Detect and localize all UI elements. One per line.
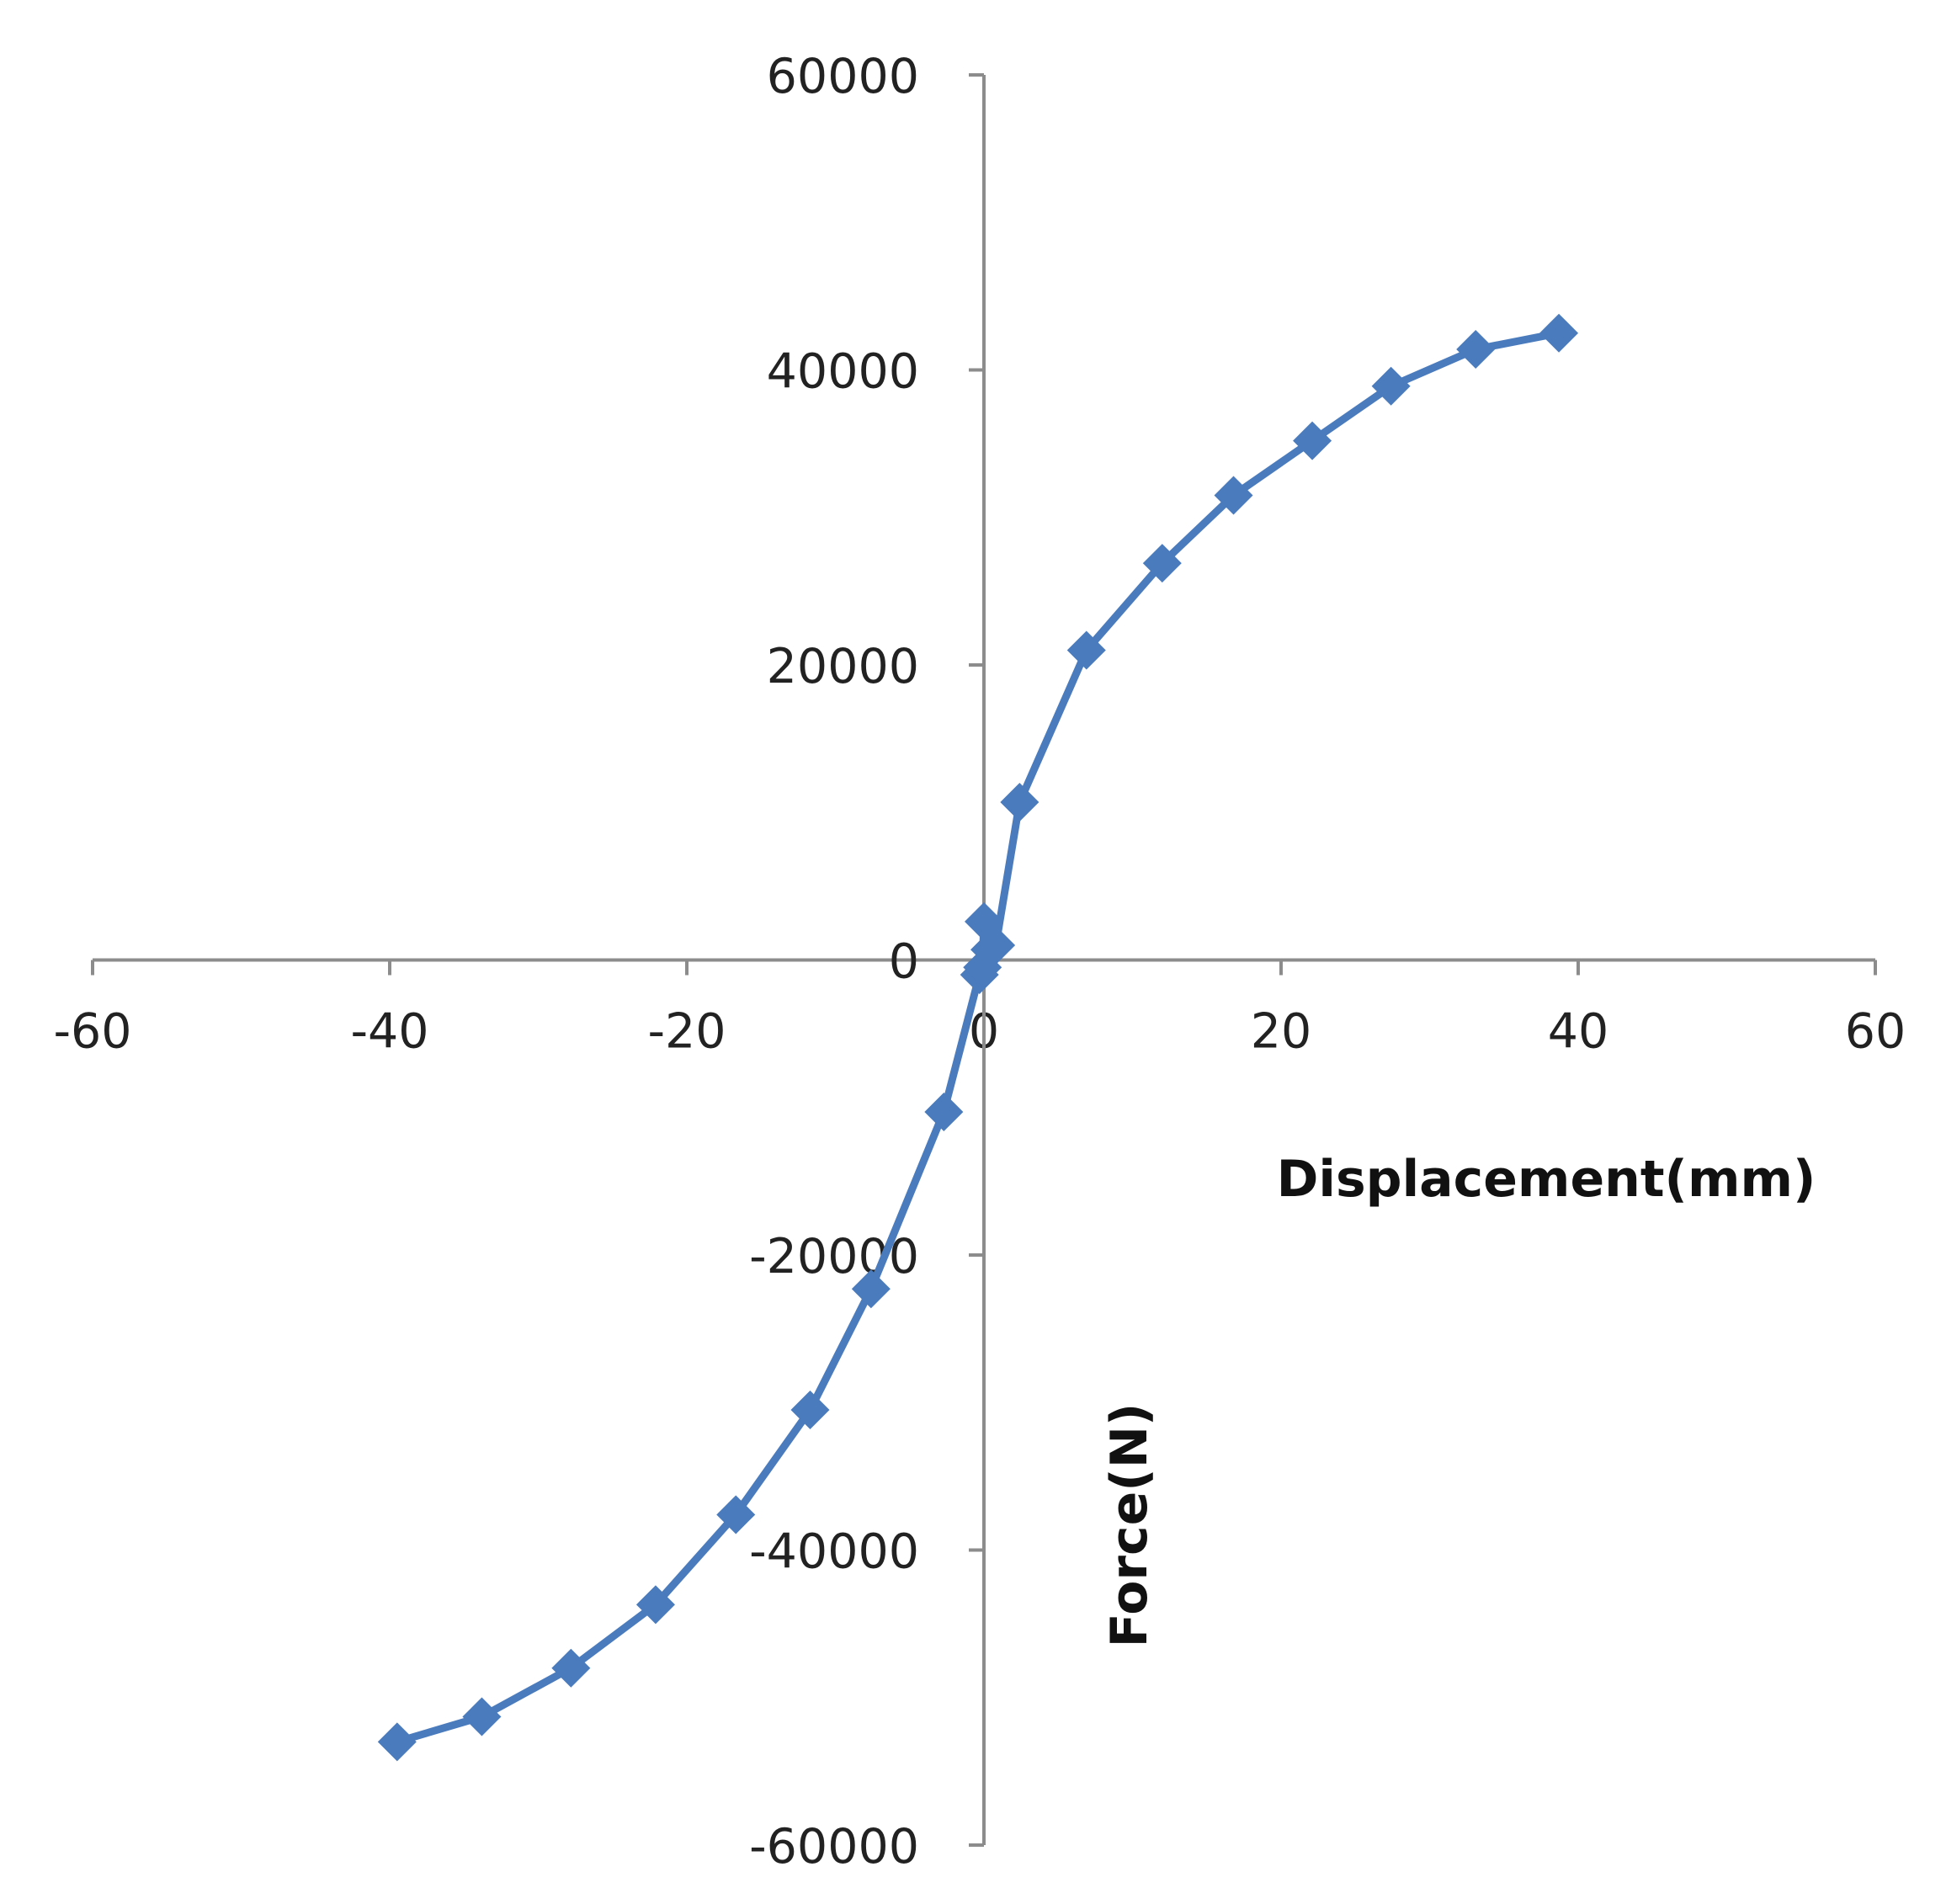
y-tick-label: -60000 xyxy=(749,1819,919,1875)
data-point-marker xyxy=(1214,476,1253,515)
x-tick-labels: -60 -40 -20 0 20 40 60 xyxy=(53,1004,1906,1060)
data-point-marker xyxy=(1000,782,1039,822)
data-point-marker xyxy=(1539,313,1579,353)
y-tick-label: 0 xyxy=(889,934,919,990)
data-point-marker xyxy=(924,1093,964,1132)
data-point-marker xyxy=(790,1391,830,1430)
data-point-marker xyxy=(1142,544,1182,583)
y-tick-label: 40000 xyxy=(767,344,919,400)
data-point-marker xyxy=(851,1269,891,1309)
x-tick-label: -40 xyxy=(350,1004,428,1060)
data-point-marker xyxy=(462,1697,502,1736)
data-point-marker xyxy=(1456,329,1496,369)
y-tick-label: 60000 xyxy=(767,49,919,104)
data-point-marker xyxy=(1293,421,1332,460)
x-tick-label: -60 xyxy=(53,1004,131,1060)
x-tick-label: -20 xyxy=(647,1004,726,1060)
x-axis-title: Displacement(mm) xyxy=(1277,1150,1816,1209)
data-point-marker xyxy=(1371,366,1411,406)
series-markers xyxy=(377,313,1579,1762)
data-point-marker xyxy=(377,1722,417,1762)
y-tick-label: -40000 xyxy=(749,1524,919,1580)
data-point-marker xyxy=(551,1648,591,1688)
x-tick-label: 20 xyxy=(1251,1004,1312,1060)
y-axis-title: Force(N) xyxy=(1100,1403,1159,1648)
data-point-marker xyxy=(635,1585,675,1625)
plot-area xyxy=(377,313,1579,1762)
y-tick-label: 20000 xyxy=(767,639,919,694)
data-point-marker xyxy=(716,1495,756,1534)
x-tick-label: 60 xyxy=(1845,1004,1906,1060)
x-axis: -60 -40 -20 0 20 40 60 xyxy=(53,958,1906,1060)
x-tick-label: 40 xyxy=(1548,1004,1609,1060)
data-point-marker xyxy=(1066,630,1106,670)
data-point-marker xyxy=(976,925,1016,965)
